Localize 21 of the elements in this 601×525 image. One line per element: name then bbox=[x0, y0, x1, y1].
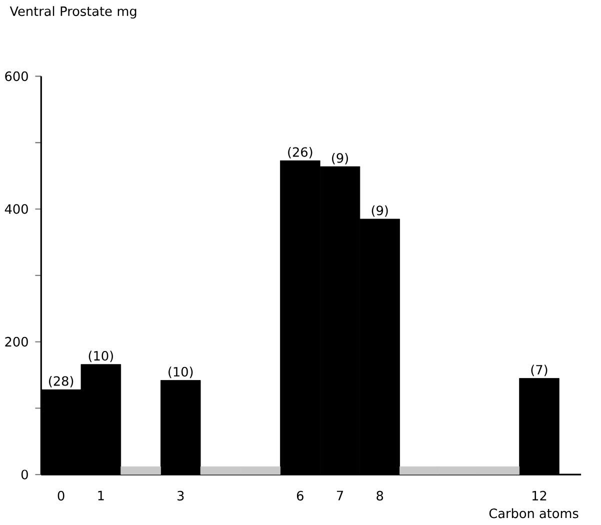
annotation: (26) bbox=[288, 146, 312, 158]
x-tick-label: 12 bbox=[532, 490, 546, 500]
bar bbox=[120, 466, 161, 475]
y-tick-label: 600 bbox=[5, 71, 28, 82]
annotation: (7) bbox=[531, 364, 548, 376]
x-tick-label: 3 bbox=[178, 490, 184, 501]
annotation: (10) bbox=[88, 350, 113, 362]
x-tick-label: 6 bbox=[296, 490, 304, 501]
y-tick-label: 400 bbox=[4, 204, 28, 214]
x-tick-label: 0 bbox=[58, 490, 64, 501]
x-tick-label: 1 bbox=[98, 490, 104, 500]
annotation: (28) bbox=[48, 376, 74, 388]
annotation: (10) bbox=[168, 366, 193, 378]
annotation: (9) bbox=[332, 152, 348, 164]
annotation: (9) bbox=[372, 205, 388, 217]
x-tick-label: 7 bbox=[336, 490, 343, 500]
x-tick-label: 8 bbox=[376, 490, 384, 501]
x-axis-title: Carbon atoms bbox=[489, 508, 578, 518]
y-tick-label: 200 bbox=[5, 336, 28, 347]
y-tick-label: 0 bbox=[21, 470, 28, 480]
y-axis-title: Ventral Prostate mg bbox=[10, 6, 136, 19]
